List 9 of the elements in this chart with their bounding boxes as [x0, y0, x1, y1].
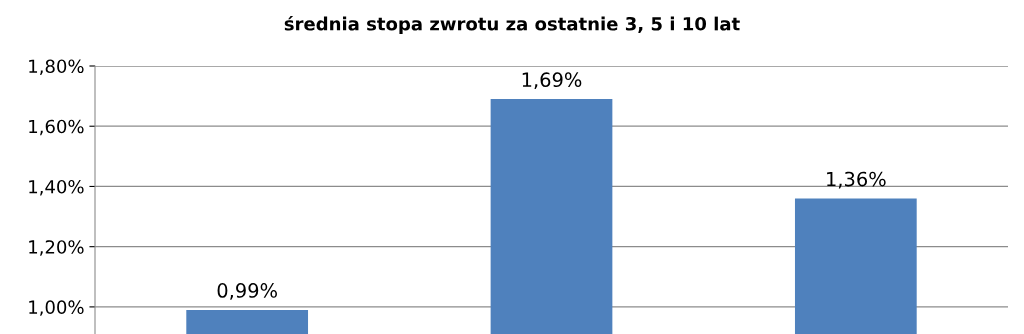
- data-label: 0,99%: [217, 283, 277, 300]
- y-tick-label: 1,40%: [29, 179, 84, 196]
- y-tick-label: 1,80%: [29, 59, 84, 75]
- chart-title: średnia stopa zwrotu za ostatnie 3, 5 i 10 lat: [284, 15, 740, 35]
- data-label: 1,36%: [827, 171, 886, 189]
- y-tick-label: 1,20%: [29, 240, 84, 256]
- y-tick-label: 1,00%: [29, 300, 84, 316]
- y-tick-label: 1,60%: [29, 119, 84, 136]
- data-label: 1,69%: [522, 72, 582, 90]
